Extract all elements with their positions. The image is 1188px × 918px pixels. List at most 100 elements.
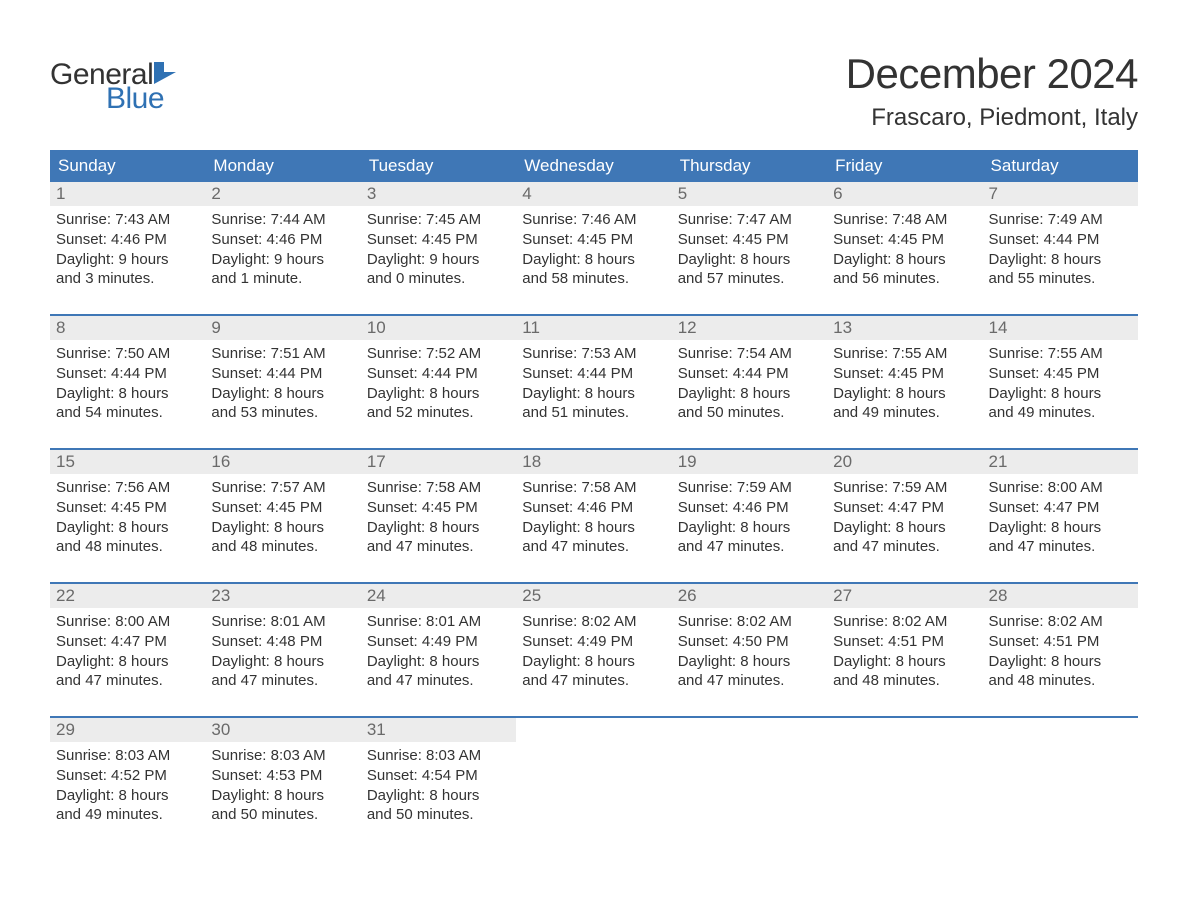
day-ss: Sunset: 4:45 PM (56, 498, 199, 518)
day-cell: 25Sunrise: 8:02 AMSunset: 4:49 PMDayligh… (516, 584, 671, 716)
day-d2: and 47 minutes. (211, 671, 354, 691)
day-d2: and 51 minutes. (522, 403, 665, 423)
day-d1: Daylight: 8 hours (989, 384, 1132, 404)
day-sr: Sunrise: 7:57 AM (211, 478, 354, 498)
day-content: Sunrise: 7:50 AMSunset: 4:44 PMDaylight:… (50, 340, 205, 429)
day-content: Sunrise: 8:00 AMSunset: 4:47 PMDaylight:… (50, 608, 205, 697)
day-content: Sunrise: 7:52 AMSunset: 4:44 PMDaylight:… (361, 340, 516, 429)
day-ss: Sunset: 4:49 PM (367, 632, 510, 652)
day-d2: and 3 minutes. (56, 269, 199, 289)
day-sr: Sunrise: 7:58 AM (522, 478, 665, 498)
day-number: 21 (983, 450, 1138, 474)
day-content: Sunrise: 7:56 AMSunset: 4:45 PMDaylight:… (50, 474, 205, 563)
day-d2: and 56 minutes. (833, 269, 976, 289)
day-ss: Sunset: 4:51 PM (989, 632, 1132, 652)
day-d2: and 50 minutes. (211, 805, 354, 825)
day-ss: Sunset: 4:52 PM (56, 766, 199, 786)
day-ss: Sunset: 4:49 PM (522, 632, 665, 652)
day-ss: Sunset: 4:53 PM (211, 766, 354, 786)
day-ss: Sunset: 4:44 PM (367, 364, 510, 384)
day-sr: Sunrise: 8:00 AM (989, 478, 1132, 498)
day-header-friday: Friday (827, 150, 982, 182)
day-cell: 2Sunrise: 7:44 AMSunset: 4:46 PMDaylight… (205, 182, 360, 314)
day-d1: Daylight: 8 hours (367, 652, 510, 672)
day-d1: Daylight: 8 hours (56, 786, 199, 806)
day-number: 28 (983, 584, 1138, 608)
day-content: Sunrise: 7:55 AMSunset: 4:45 PMDaylight:… (827, 340, 982, 429)
day-content: Sunrise: 8:01 AMSunset: 4:49 PMDaylight:… (361, 608, 516, 697)
day-ss: Sunset: 4:45 PM (367, 230, 510, 250)
day-sr: Sunrise: 7:55 AM (833, 344, 976, 364)
day-content: Sunrise: 7:44 AMSunset: 4:46 PMDaylight:… (205, 206, 360, 295)
day-number: 12 (672, 316, 827, 340)
day-number: 31 (361, 718, 516, 742)
day-d1: Daylight: 8 hours (833, 384, 976, 404)
day-sr: Sunrise: 8:03 AM (56, 746, 199, 766)
day-cell: 24Sunrise: 8:01 AMSunset: 4:49 PMDayligh… (361, 584, 516, 716)
day-d1: Daylight: 8 hours (211, 384, 354, 404)
day-content: Sunrise: 8:03 AMSunset: 4:53 PMDaylight:… (205, 742, 360, 831)
day-header-monday: Monday (205, 150, 360, 182)
day-ss: Sunset: 4:44 PM (522, 364, 665, 384)
day-d2: and 0 minutes. (367, 269, 510, 289)
day-ss: Sunset: 4:50 PM (678, 632, 821, 652)
week-row: 22Sunrise: 8:00 AMSunset: 4:47 PMDayligh… (50, 582, 1138, 716)
day-d1: Daylight: 8 hours (989, 518, 1132, 538)
day-number: 29 (50, 718, 205, 742)
day-number: 2 (205, 182, 360, 206)
day-number: 10 (361, 316, 516, 340)
day-sr: Sunrise: 7:54 AM (678, 344, 821, 364)
day-d2: and 58 minutes. (522, 269, 665, 289)
day-content: Sunrise: 8:02 AMSunset: 4:50 PMDaylight:… (672, 608, 827, 697)
day-sr: Sunrise: 7:43 AM (56, 210, 199, 230)
day-d1: Daylight: 8 hours (522, 518, 665, 538)
day-ss: Sunset: 4:45 PM (833, 230, 976, 250)
day-ss: Sunset: 4:45 PM (833, 364, 976, 384)
day-cell: 10Sunrise: 7:52 AMSunset: 4:44 PMDayligh… (361, 316, 516, 448)
day-ss: Sunset: 4:45 PM (367, 498, 510, 518)
day-cell: 27Sunrise: 8:02 AMSunset: 4:51 PMDayligh… (827, 584, 982, 716)
day-d1: Daylight: 8 hours (367, 518, 510, 538)
day-cell: 4Sunrise: 7:46 AMSunset: 4:45 PMDaylight… (516, 182, 671, 314)
day-sr: Sunrise: 7:53 AM (522, 344, 665, 364)
day-d2: and 50 minutes. (678, 403, 821, 423)
day-d1: Daylight: 8 hours (522, 250, 665, 270)
day-sr: Sunrise: 7:49 AM (989, 210, 1132, 230)
day-d2: and 52 minutes. (367, 403, 510, 423)
day-ss: Sunset: 4:46 PM (56, 230, 199, 250)
day-content: Sunrise: 7:55 AMSunset: 4:45 PMDaylight:… (983, 340, 1138, 429)
day-cell: 17Sunrise: 7:58 AMSunset: 4:45 PMDayligh… (361, 450, 516, 582)
day-cell: 31Sunrise: 8:03 AMSunset: 4:54 PMDayligh… (361, 718, 516, 850)
day-d2: and 53 minutes. (211, 403, 354, 423)
day-d1: Daylight: 8 hours (833, 652, 976, 672)
day-number: 9 (205, 316, 360, 340)
day-sr: Sunrise: 8:02 AM (678, 612, 821, 632)
day-d2: and 47 minutes. (367, 537, 510, 557)
day-d1: Daylight: 8 hours (56, 384, 199, 404)
day-number: 19 (672, 450, 827, 474)
day-ss: Sunset: 4:44 PM (56, 364, 199, 384)
day-content: Sunrise: 7:49 AMSunset: 4:44 PMDaylight:… (983, 206, 1138, 295)
day-number: 30 (205, 718, 360, 742)
day-sr: Sunrise: 8:03 AM (367, 746, 510, 766)
day-content: Sunrise: 8:00 AMSunset: 4:47 PMDaylight:… (983, 474, 1138, 563)
day-content: Sunrise: 8:03 AMSunset: 4:52 PMDaylight:… (50, 742, 205, 831)
month-title: December 2024 (846, 50, 1138, 98)
day-sr: Sunrise: 7:48 AM (833, 210, 976, 230)
day-sr: Sunrise: 7:44 AM (211, 210, 354, 230)
day-d1: Daylight: 8 hours (989, 652, 1132, 672)
day-d2: and 48 minutes. (56, 537, 199, 557)
day-header-row: Sunday Monday Tuesday Wednesday Thursday… (50, 150, 1138, 182)
day-d1: Daylight: 8 hours (522, 384, 665, 404)
day-ss: Sunset: 4:45 PM (989, 364, 1132, 384)
day-cell: 11Sunrise: 7:53 AMSunset: 4:44 PMDayligh… (516, 316, 671, 448)
day-ss: Sunset: 4:47 PM (989, 498, 1132, 518)
day-number: 1 (50, 182, 205, 206)
day-cell: 5Sunrise: 7:47 AMSunset: 4:45 PMDaylight… (672, 182, 827, 314)
day-number: 7 (983, 182, 1138, 206)
day-d1: Daylight: 8 hours (211, 786, 354, 806)
weeks-container: 1 Sunrise: 7:43 AMSunset: 4:46 PM Daylight… (50, 182, 1138, 850)
day-sr: Sunrise: 7:59 AM (833, 478, 976, 498)
day-ss: Sunset: 4:45 PM (678, 230, 821, 250)
day-content: Sunrise: 7:53 AMSunset: 4:44 PMDaylight:… (516, 340, 671, 429)
